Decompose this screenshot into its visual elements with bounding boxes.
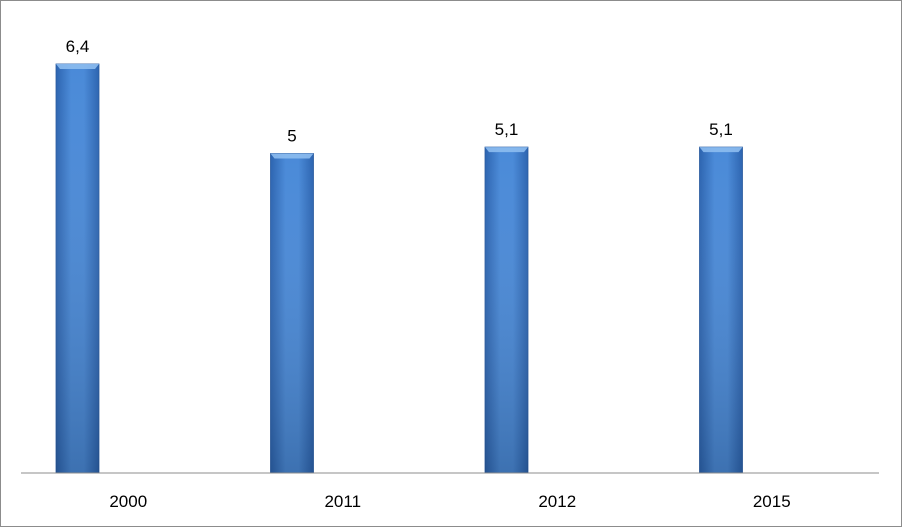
bar-2011 [270, 153, 314, 474]
data-label-2000: 6,4 [66, 37, 90, 56]
bar-2012 [484, 146, 529, 474]
data-label-2015: 5,1 [709, 120, 733, 139]
bar-shade-2000 [56, 64, 99, 473]
data-label-2011: 5 [287, 126, 296, 145]
bar-bevel-2011 [270, 153, 314, 159]
bar-shade-2015 [699, 147, 743, 473]
bar-shade-2012 [485, 147, 528, 473]
x-tick-label-2015: 2015 [753, 492, 791, 511]
x-tick-label-2011: 2011 [324, 492, 361, 511]
bar-bevel-2015 [699, 147, 743, 153]
bar-bevel-2012 [485, 147, 528, 153]
bar-2000 [55, 63, 100, 474]
x-tick-label-2012: 2012 [538, 492, 576, 511]
bar-bevel-2000 [56, 64, 99, 69]
plot-area: 6,4 2000 5 2011 5,1 2012 5,1 2015 [55, 37, 791, 511]
bar-2015 [699, 146, 743, 474]
data-label-2012: 5,1 [495, 120, 519, 139]
bar-shade-2011 [270, 153, 314, 473]
x-tick-label-2000: 2000 [109, 492, 147, 511]
